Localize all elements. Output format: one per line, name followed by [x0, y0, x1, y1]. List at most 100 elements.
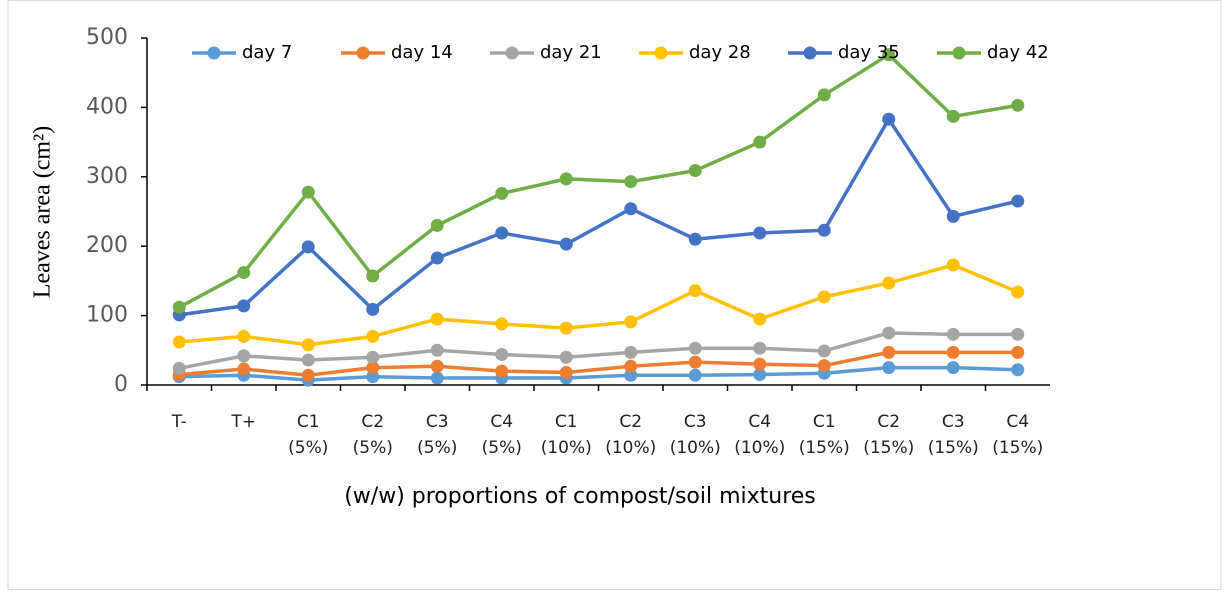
- data-point: [495, 364, 509, 378]
- data-point: [1011, 98, 1025, 112]
- data-point: [688, 368, 702, 382]
- legend-marker: [505, 46, 519, 60]
- x-tick-label: C4 (5%): [481, 412, 522, 458]
- y-axis-label: Leaves area (cm²): [30, 126, 56, 298]
- data-point: [882, 112, 896, 126]
- legend-marker: [952, 46, 966, 60]
- y-tick-label: 100: [86, 303, 128, 328]
- data-point: [817, 223, 831, 237]
- data-point: [688, 355, 702, 369]
- data-point: [559, 366, 573, 380]
- data-point: [301, 240, 315, 254]
- series-line: [178, 331, 1018, 371]
- data-point: [559, 321, 573, 335]
- data-point: [172, 361, 186, 375]
- data-point: [817, 359, 831, 373]
- data-point: [172, 300, 186, 314]
- data-point: [688, 164, 702, 178]
- series-line: [179, 350, 1018, 378]
- data-point: [237, 329, 251, 343]
- data-point: [495, 317, 509, 331]
- data-point: [624, 368, 638, 382]
- data-point: [1011, 194, 1025, 208]
- data-point: [301, 338, 315, 352]
- data-point: [882, 361, 896, 375]
- y-tick-label: 0: [114, 372, 128, 397]
- legend-label: day 21: [540, 42, 602, 63]
- data-point: [366, 329, 380, 343]
- legend-marker: [803, 46, 817, 60]
- legend-marker: [356, 46, 370, 60]
- data-point: [430, 343, 444, 357]
- data-point: [237, 362, 251, 376]
- data-point: [946, 209, 960, 223]
- data-point: [882, 326, 896, 340]
- data-point: [559, 172, 573, 186]
- data-point: [1011, 285, 1025, 299]
- data-point: [301, 185, 315, 199]
- data-point: [1011, 363, 1025, 377]
- x-tick-label: C1 (10%): [540, 412, 592, 458]
- x-tick-label: C2 (5%): [352, 412, 393, 458]
- data-point: [366, 350, 380, 364]
- data-point: [366, 370, 380, 384]
- data-point: [753, 341, 767, 355]
- data-point: [688, 284, 702, 298]
- data-point: [237, 266, 251, 280]
- x-tick-label: C4 (15%): [992, 412, 1044, 458]
- data-point: [301, 368, 315, 382]
- data-point: [753, 357, 767, 371]
- data-point: [946, 327, 960, 341]
- data-point: [946, 345, 960, 359]
- x-tick-label: C2 (10%): [605, 412, 657, 458]
- data-point: [753, 135, 767, 149]
- data-point: [882, 48, 896, 62]
- x-tick-label: C2 (15%): [863, 412, 915, 458]
- data-point: [430, 312, 444, 326]
- data-point: [366, 361, 380, 375]
- data-point: [172, 335, 186, 349]
- y-tick-label: 200: [86, 233, 128, 258]
- x-tick-label: T+: [231, 412, 257, 432]
- data-point: [624, 345, 638, 359]
- series-line: [179, 365, 1018, 382]
- legend-label: day 14: [391, 42, 453, 63]
- series-line: [179, 115, 1019, 317]
- legend-label: day 42: [987, 42, 1049, 63]
- x-tick-label: T-: [171, 412, 187, 432]
- data-point: [882, 276, 896, 290]
- x-tick-label: C3 (10%): [669, 412, 721, 458]
- legend-marker: [207, 46, 221, 60]
- data-point: [495, 226, 509, 240]
- x-axis-label: (w/w) proportions of compost/soil mixtur…: [344, 484, 816, 509]
- data-point: [1011, 345, 1025, 359]
- data-point: [1011, 327, 1025, 341]
- data-point: [753, 226, 767, 240]
- data-point: [366, 302, 380, 316]
- y-tick-label: 300: [86, 164, 128, 189]
- x-tick-label: C1 (15%): [798, 412, 850, 458]
- series-line: [179, 263, 1019, 347]
- x-tick-label: C3 (15%): [927, 412, 979, 458]
- data-point: [301, 353, 315, 367]
- data-point: [624, 202, 638, 216]
- data-point: [495, 186, 509, 200]
- data-point: [946, 109, 960, 123]
- data-point: [946, 361, 960, 375]
- data-point: [817, 290, 831, 304]
- y-tick-label: 500: [86, 25, 128, 50]
- chart-border: [7, 0, 1222, 590]
- data-point: [624, 315, 638, 329]
- data-point: [559, 350, 573, 364]
- data-point: [430, 359, 444, 373]
- legend-label: day 35: [838, 42, 900, 63]
- data-point: [624, 359, 638, 373]
- data-point: [366, 269, 380, 283]
- data-point: [753, 312, 767, 326]
- data-point: [495, 347, 509, 361]
- data-point: [817, 344, 831, 358]
- legend-label: day 28: [689, 42, 751, 63]
- legend-marker: [654, 46, 668, 60]
